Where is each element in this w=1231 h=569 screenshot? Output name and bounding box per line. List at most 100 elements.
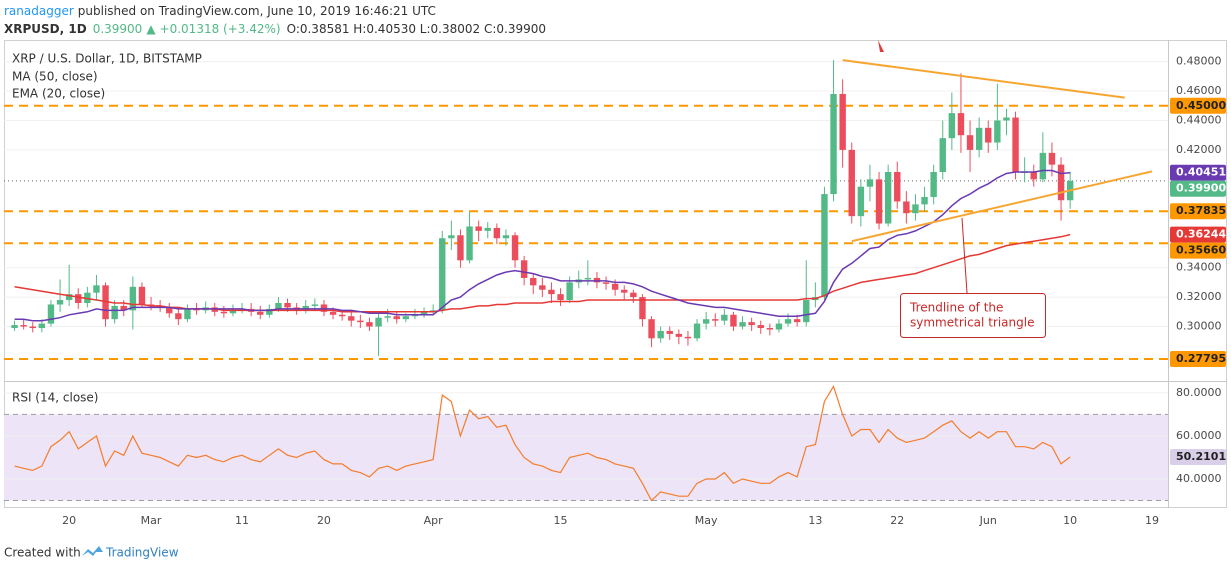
candle-body bbox=[921, 197, 928, 205]
candle-body bbox=[229, 310, 237, 314]
footer-brand[interactable]: TradingView bbox=[105, 546, 179, 560]
candle-body bbox=[539, 285, 546, 290]
candle-body bbox=[848, 149, 855, 217]
price: 0.39900 bbox=[93, 22, 143, 36]
marker-arrow bbox=[878, 40, 884, 52]
price-label-bg bbox=[1170, 203, 1226, 220]
candle-body bbox=[611, 283, 619, 290]
x-tick-label: May bbox=[695, 514, 718, 527]
price-label: 0.35660 bbox=[1176, 244, 1226, 257]
legend-entry[interactable]: EMA (20, close) bbox=[12, 87, 105, 101]
candle-body bbox=[793, 319, 801, 323]
legend-entry[interactable]: MA (50, close) bbox=[12, 70, 98, 84]
y-tick-label: 0.32000 bbox=[1176, 290, 1222, 303]
candle-body bbox=[657, 330, 664, 339]
candle-body bbox=[1048, 152, 1056, 165]
price-label-bg bbox=[1170, 242, 1226, 259]
candle-body bbox=[175, 313, 182, 320]
candle-body bbox=[602, 282, 610, 284]
candle-body bbox=[184, 308, 191, 320]
candle-body bbox=[930, 171, 937, 198]
x-tick-label: 15 bbox=[554, 514, 568, 527]
candle-body bbox=[548, 289, 555, 295]
candle-body bbox=[93, 285, 100, 293]
candle-body bbox=[739, 322, 746, 327]
candle-body bbox=[384, 316, 391, 318]
candle-body bbox=[448, 235, 455, 239]
candle-body bbox=[803, 300, 810, 323]
y-tick-label: 80.0000 bbox=[1176, 386, 1222, 399]
candle-body bbox=[702, 319, 710, 324]
candle-body bbox=[775, 323, 783, 330]
x-tick-label: 11 bbox=[235, 514, 249, 527]
candle-body bbox=[584, 277, 592, 280]
x-tick-label: 20 bbox=[62, 514, 76, 527]
candle-body bbox=[120, 305, 127, 311]
ohlc: O:0.38581 H:0.40530 L:0.38002 C:0.39900 bbox=[287, 22, 546, 36]
x-tick-label: Mar bbox=[141, 514, 162, 527]
candle-body bbox=[484, 227, 491, 231]
change: +0.01318 (+3.42%) bbox=[160, 22, 281, 36]
x-tick-label: 13 bbox=[808, 514, 822, 527]
arrow: ▲ bbox=[146, 22, 156, 36]
candle-body bbox=[257, 311, 264, 315]
candle-body bbox=[648, 319, 655, 339]
candle-body bbox=[111, 305, 118, 320]
candle-body bbox=[530, 277, 537, 286]
candle-body bbox=[266, 308, 273, 315]
candle-body bbox=[75, 294, 82, 303]
candle-body bbox=[839, 93, 846, 150]
candle-body bbox=[38, 323, 46, 329]
candle-body bbox=[866, 179, 874, 187]
pane-title[interactable]: RSI (14, close) bbox=[12, 391, 98, 405]
candle-body bbox=[621, 289, 628, 293]
candle-body bbox=[830, 93, 837, 195]
price-label: 50.2101 bbox=[1176, 450, 1226, 463]
candle-body bbox=[29, 326, 36, 329]
candle-body bbox=[375, 317, 382, 327]
y-tick-label: 0.42000 bbox=[1176, 143, 1222, 156]
candle-body bbox=[957, 113, 965, 136]
candle-body bbox=[1039, 152, 1047, 180]
candle-body bbox=[721, 314, 728, 321]
candle-body bbox=[320, 304, 328, 312]
candle-body bbox=[420, 311, 428, 315]
candle-body bbox=[220, 311, 228, 314]
candle-body bbox=[1003, 117, 1010, 121]
candle-body bbox=[766, 328, 774, 330]
annotation-text: symmetrical triangle bbox=[910, 316, 1034, 330]
candle-body bbox=[557, 294, 564, 301]
candle-body bbox=[129, 286, 137, 311]
y-tick-label: 0.46000 bbox=[1176, 84, 1222, 97]
candle-body bbox=[47, 304, 55, 324]
price-label-bg bbox=[1170, 350, 1226, 367]
candle-body bbox=[138, 286, 146, 305]
candle-body bbox=[730, 314, 737, 327]
candle-body bbox=[975, 127, 983, 150]
candle-body bbox=[11, 325, 18, 329]
annotation-pointer bbox=[961, 217, 968, 294]
candle-body bbox=[302, 305, 309, 311]
candle-body bbox=[675, 333, 683, 337]
candle-body bbox=[712, 319, 719, 321]
published: published on TradingView.com, June 10, 2… bbox=[78, 4, 436, 18]
candle-body bbox=[348, 316, 355, 321]
price-label-bg bbox=[1170, 226, 1226, 243]
candle-body bbox=[757, 325, 764, 329]
price-label: 0.27795 bbox=[1176, 352, 1226, 365]
candle-body bbox=[284, 302, 291, 308]
author[interactable]: ranadagger bbox=[4, 4, 74, 18]
candle-body bbox=[939, 138, 946, 172]
indicator-line bbox=[14, 169, 1071, 322]
x-tick-label: Jun bbox=[979, 514, 997, 527]
annotation-text: Trendline of the bbox=[909, 301, 1003, 315]
candle-body bbox=[903, 201, 910, 214]
candle-body bbox=[1030, 171, 1037, 180]
y-tick-label: 0.48000 bbox=[1176, 55, 1222, 68]
footer-logo bbox=[82, 546, 103, 556]
price-label: 0.39900 bbox=[1176, 182, 1226, 195]
candle-body bbox=[402, 316, 410, 320]
candle-body bbox=[912, 204, 919, 214]
x-tick-label: 19 bbox=[1145, 514, 1159, 527]
